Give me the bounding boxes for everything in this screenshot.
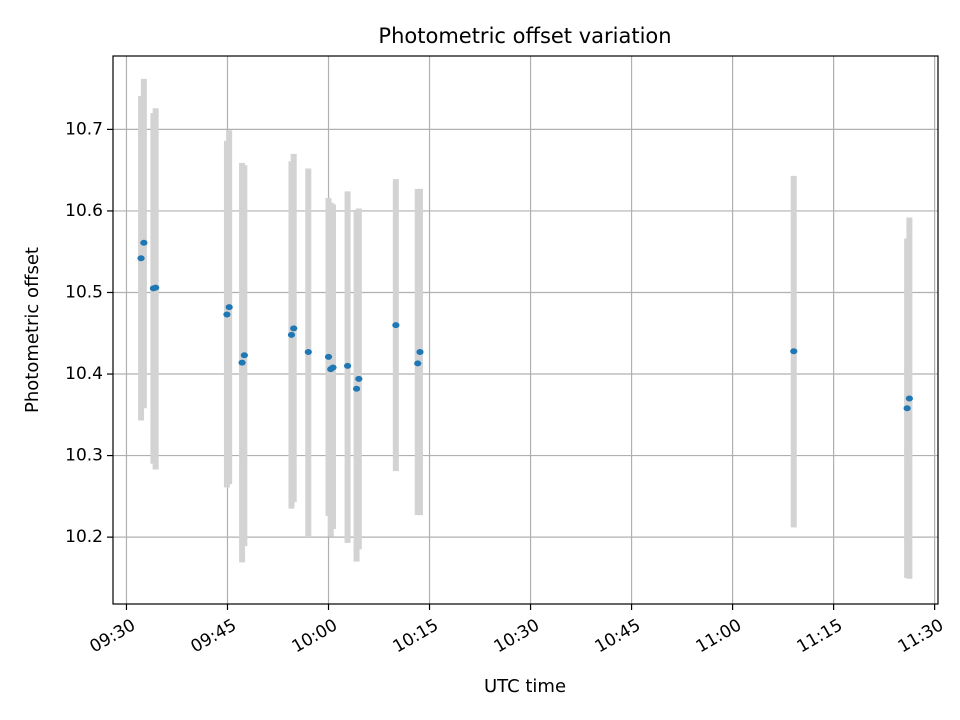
data-point xyxy=(903,405,911,412)
data-point xyxy=(329,364,337,371)
data-point xyxy=(137,255,145,262)
data-point xyxy=(324,353,333,360)
grid xyxy=(113,56,938,604)
y-tick-label: 10.2 xyxy=(65,527,103,547)
markers xyxy=(137,239,913,412)
data-point xyxy=(240,352,248,359)
data-point xyxy=(140,239,148,246)
plot-frame xyxy=(112,55,939,605)
data-point xyxy=(416,349,424,356)
chart-title: Photometric offset variation xyxy=(378,24,671,48)
data-point xyxy=(790,348,798,355)
data-point xyxy=(152,284,160,291)
data-point xyxy=(352,385,361,392)
y-tick-label: 10.5 xyxy=(65,282,103,302)
data-point xyxy=(287,331,296,338)
y-tick-label: 10.3 xyxy=(65,446,103,466)
data-point xyxy=(225,304,233,311)
data-point xyxy=(223,311,231,318)
data-point xyxy=(392,322,400,329)
y-tick-label: 10.4 xyxy=(65,364,103,384)
data-point xyxy=(290,325,298,332)
data-point xyxy=(304,349,312,356)
x-axis-label: UTC time xyxy=(484,676,566,697)
data-point xyxy=(905,395,913,402)
data-point xyxy=(355,375,363,382)
data-point xyxy=(343,362,352,369)
data-point xyxy=(414,360,422,367)
y-axis-label: Photometric offset xyxy=(22,247,43,413)
y-tick-label: 10.6 xyxy=(65,201,103,221)
y-axis-ticks: 10.2 10.3 10.4 10.5 10.6 10.7 xyxy=(65,119,113,547)
data-point xyxy=(238,359,246,366)
y-tick-label: 10.7 xyxy=(65,119,103,139)
